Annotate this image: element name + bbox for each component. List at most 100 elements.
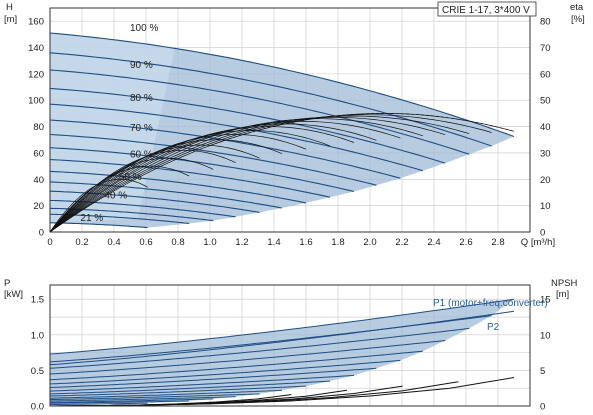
npsh-tick-label: 5	[540, 366, 545, 377]
efficiency-curve-95	[49, 114, 492, 233]
x-tick-label: 1.6	[299, 237, 312, 248]
x-tick-label: 1.0	[203, 237, 216, 248]
p1-curve-75	[49, 359, 401, 385]
p1-curve-100	[49, 298, 515, 355]
p-tick-label: 1.0	[31, 330, 44, 341]
p1-curve-45	[49, 393, 260, 401]
head-curve-90	[49, 69, 470, 155]
series-label-p2: P2	[487, 322, 500, 333]
y-right-tick-label: 30	[540, 148, 551, 159]
series-label-p1: P1 (motor+freq.converter)	[433, 298, 548, 309]
y-left-tick-label: 20	[33, 201, 44, 212]
speed-label: 80 %	[130, 93, 153, 104]
x-tick-label: 2.4	[427, 237, 440, 248]
bottom-plot-frame	[49, 284, 531, 407]
y-left-label: H	[6, 2, 13, 13]
x-tick-label: 0.2	[75, 237, 88, 248]
y-right-tick-label: 40	[540, 122, 551, 133]
npsh-tick-label: 0	[540, 402, 545, 413]
speed-label: 50 %	[119, 172, 142, 183]
efficiency-curve-45	[49, 144, 260, 233]
p1-curve-30	[49, 400, 190, 404]
speed-label: 40 %	[104, 190, 127, 201]
x-tick-label: 2.6	[459, 237, 472, 248]
x-tick-label: 1.2	[235, 237, 248, 248]
head-curve-95	[49, 52, 492, 147]
x-tick-label: 0	[47, 237, 52, 248]
efficiency-curve-50	[49, 139, 283, 233]
y-left-tick-label: 0	[39, 228, 44, 239]
npsh-axis-label: NPSH	[551, 278, 578, 289]
efficiency-curves	[49, 113, 515, 233]
y-right-tick-label: 60	[540, 69, 551, 80]
y-left-unit: [m]	[4, 14, 17, 25]
head-curve-70	[49, 133, 377, 186]
efficiency-curve-85	[49, 117, 446, 233]
title-box	[437, 1, 537, 17]
p-axis-label: P	[4, 278, 10, 289]
p1-curve-80	[49, 350, 423, 381]
speed-label: 70 %	[130, 123, 153, 134]
x-tick-label: 2.0	[363, 237, 376, 248]
head-curve-80	[49, 103, 423, 172]
efficiency-curve-75	[49, 120, 401, 233]
y-left-tick-label: 40	[33, 175, 44, 186]
head-efficiency-panel	[49, 1, 537, 233]
head-curve-65	[49, 147, 355, 193]
efficiency-curve-55	[49, 134, 307, 233]
p1-curve-70	[49, 367, 377, 388]
x-tick-label: 2.2	[395, 237, 408, 248]
p-tick-label: 0.5	[31, 366, 44, 377]
y-right-unit: [%]	[571, 14, 585, 25]
p1-curve-50	[49, 389, 283, 399]
y-left-tick-label: 60	[33, 148, 44, 159]
head-curve-21	[50, 222, 148, 229]
head-curve-55	[49, 170, 307, 204]
efficiency-curve-21	[49, 178, 148, 233]
x-axis-label: Q [m³/h]	[521, 237, 555, 248]
efficiency-curve-dashed	[209, 113, 515, 146]
npsh-tick-label: 15	[540, 295, 551, 306]
p-tick-label: 0.0	[31, 402, 44, 413]
p1-curve-35	[50, 398, 214, 403]
x-tick-label: 1.8	[331, 237, 344, 248]
speed-label: 21 %	[80, 213, 103, 224]
power-curves	[49, 298, 515, 406]
y-right-tick-label: 70	[540, 43, 551, 54]
npsh-tick-label: 10	[540, 330, 551, 341]
x-tick-label: 2.8	[491, 237, 504, 248]
y-right-label: eta	[570, 2, 584, 13]
p2-curve-100	[49, 310, 515, 366]
p1-curve-85	[49, 340, 446, 375]
speed-label: 60 %	[130, 150, 153, 161]
chart-title: CRIE 1-17, 3*400 V	[442, 5, 530, 16]
p1-curve-21	[50, 402, 148, 406]
x-tick-label: 1.4	[267, 237, 280, 248]
p-axis-unit: [kW]	[4, 289, 23, 300]
y-left-tick-label: 80	[33, 122, 44, 133]
y-left-tick-label: 160	[28, 17, 44, 28]
head-curve-50	[49, 181, 283, 209]
p1-curve-60	[49, 380, 331, 395]
power-area	[50, 299, 514, 405]
y-right-tick-label: 80	[540, 17, 551, 28]
y-right-tick-label: 10	[540, 201, 551, 212]
p-tick-label: 1.5	[31, 295, 44, 306]
p1-curve-55	[49, 385, 307, 397]
y-left-tick-label: 140	[28, 43, 44, 54]
y-right-tick-label: 20	[540, 175, 551, 186]
x-tick-label: 0.6	[139, 237, 152, 248]
efficiency-curve-35	[49, 157, 214, 233]
npsh-axis-unit: [m]	[556, 289, 569, 300]
y-left-tick-label: 120	[28, 69, 44, 80]
head-curve-100	[49, 32, 515, 138]
speed-label: 90 %	[130, 60, 153, 71]
head-curve-60	[49, 158, 331, 198]
p1-curve-90	[49, 327, 470, 369]
top-plot-frame	[49, 7, 531, 233]
power-npsh-panel	[49, 284, 531, 407]
y-right-tick-label: 50	[540, 96, 551, 107]
head-curve-85	[49, 87, 446, 164]
y-left-tick-label: 100	[28, 96, 44, 107]
